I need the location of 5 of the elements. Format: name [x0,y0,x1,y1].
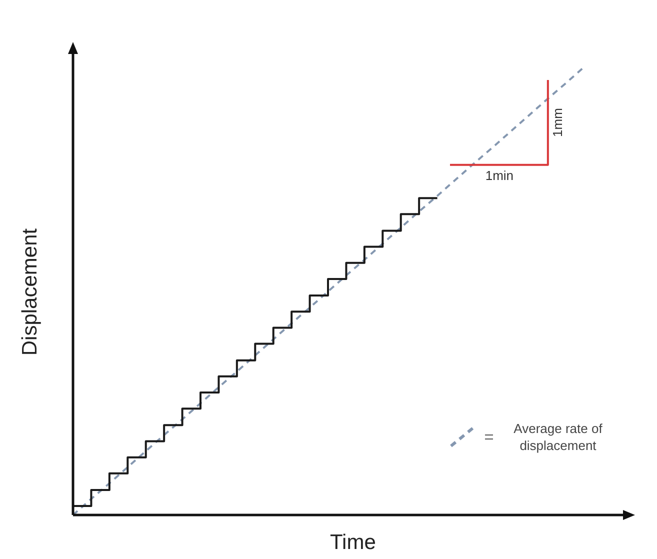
x-axis-title: Time [330,531,376,555]
annotation: 1mm [550,108,565,137]
y-axis-title: Displacement [18,228,42,356]
text: Average rate of displacement [512,420,604,454]
annotation: 1min [485,168,514,183]
